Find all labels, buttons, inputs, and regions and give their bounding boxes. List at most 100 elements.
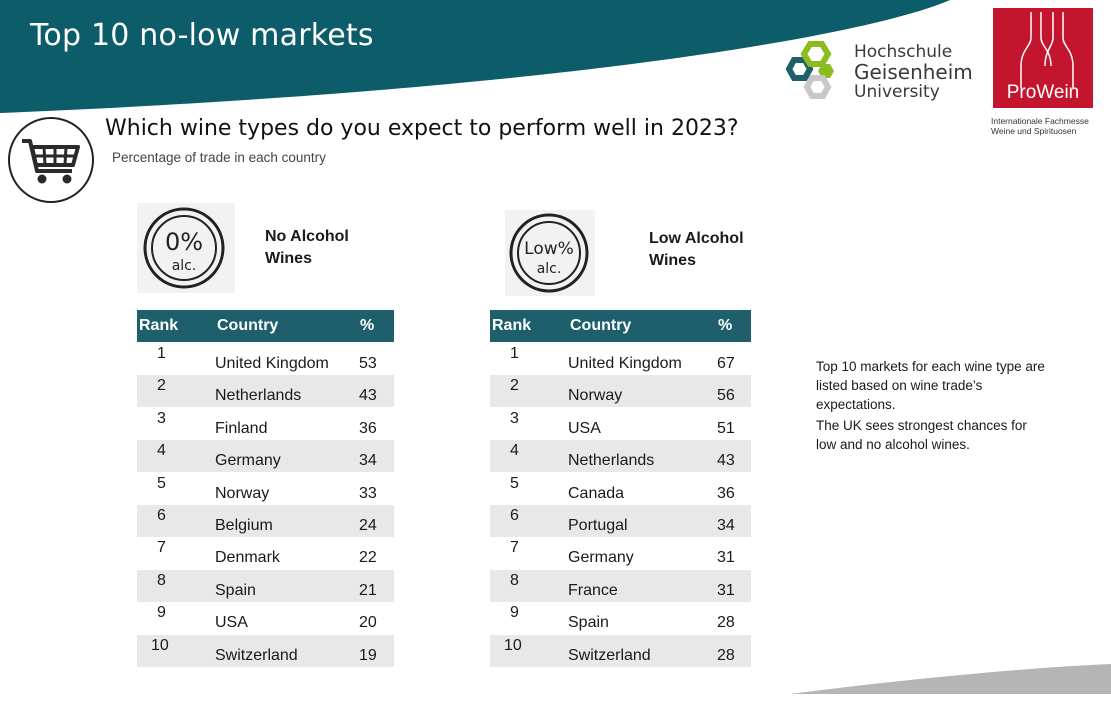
- header-country: Country: [217, 317, 279, 334]
- header-country: Country: [570, 317, 632, 334]
- no-alcohol-title: No Alcohol Wines: [265, 226, 349, 270]
- zero-percent-alc-icon: 0% alc.: [137, 203, 235, 293]
- rank-cell: 8: [510, 571, 519, 589]
- rank-cell: 5: [157, 474, 166, 492]
- table-row: 6 Belgium 24: [137, 505, 394, 537]
- prowein-logo: ProWein: [993, 8, 1093, 108]
- hochschule-geisenheim-logo: Hochschule Geisenheim University: [772, 38, 987, 110]
- country-cell: Germany: [215, 452, 281, 470]
- table-row: 1 United Kingdom 53: [137, 343, 394, 375]
- percent-cell: 36: [359, 419, 377, 437]
- survey-question: Which wine types do you expect to perfor…: [105, 116, 739, 141]
- note-paragraph-2: The UK sees strongest chances for low an…: [816, 418, 1027, 452]
- low-alcohol-title-1: Low Alcohol: [649, 230, 744, 247]
- percent-cell: 33: [359, 484, 377, 502]
- country-cell: Switzerland: [568, 646, 651, 664]
- rank-cell: 3: [510, 409, 519, 427]
- country-cell: United Kingdom: [568, 355, 682, 372]
- country-cell: Switzerland: [215, 646, 298, 664]
- table-row: 8 France 31: [490, 569, 751, 602]
- country-cell: Portugal: [568, 517, 628, 534]
- percent-cell: 20: [359, 614, 377, 632]
- percent-cell: 21: [359, 581, 377, 599]
- hgu-line-3: University: [854, 82, 940, 102]
- percent-cell: 34: [359, 452, 377, 470]
- no-alcohol-title-1: No Alcohol: [265, 228, 349, 245]
- country-cell: USA: [215, 614, 248, 632]
- header-rank: Rank: [139, 317, 179, 334]
- country-cell: Norway: [568, 387, 623, 405]
- rank-cell: 5: [510, 474, 519, 492]
- header-pct: %: [360, 317, 375, 334]
- table-row: 9 Spain 28: [490, 602, 751, 634]
- percent-cell: 36: [717, 484, 735, 502]
- rank-cell: 1: [510, 345, 519, 362]
- country-cell: Spain: [568, 614, 609, 632]
- percent-cell: 24: [359, 517, 377, 534]
- percent-cell: 19: [359, 646, 377, 664]
- rank-cell: 3: [157, 409, 166, 427]
- rank-cell: 8: [157, 571, 166, 589]
- table-row: 5 Canada 36: [490, 473, 751, 505]
- table-row: 1 United Kingdom 67: [490, 343, 751, 375]
- percent-cell: 22: [359, 549, 377, 567]
- country-cell: Norway: [215, 484, 270, 502]
- prowein-tagline-1: Internationale Fachmesse: [991, 116, 1089, 126]
- hgu-line-2: Geisenheim: [854, 60, 973, 84]
- country-cell: France: [568, 581, 618, 599]
- table-row: 4 Germany 34: [137, 440, 394, 473]
- explanation-note: Top 10 markets for each wine type are li…: [816, 357, 1046, 456]
- shopping-cart-icon: [8, 117, 94, 203]
- percent-cell: 67: [717, 355, 735, 372]
- country-cell: Spain: [215, 581, 256, 599]
- country-cell: Netherlands: [215, 387, 302, 405]
- table-row: 10 Switzerland 28: [490, 634, 751, 667]
- percent-cell: 53: [359, 355, 377, 372]
- badge-zero-text: 0%: [165, 228, 203, 256]
- rank-cell: 7: [157, 539, 166, 557]
- rank-cell: 6: [510, 507, 519, 524]
- low-percent-alc-icon: Low% alc.: [505, 210, 595, 296]
- rank-cell: 9: [510, 604, 519, 622]
- wine-bottles-icon: [1020, 12, 1074, 88]
- percent-cell: 51: [717, 419, 735, 437]
- table-row: 3 USA 51: [490, 408, 751, 440]
- rank-cell: 4: [510, 442, 519, 460]
- country-cell: Germany: [568, 549, 634, 567]
- prowein-tagline: Internationale Fachmesse Weine und Spiri…: [991, 116, 1101, 136]
- percent-cell: 43: [359, 387, 377, 405]
- note-paragraph-1: Top 10 markets for each wine type are li…: [816, 359, 1045, 412]
- percent-cell: 28: [717, 614, 735, 632]
- rank-cell: 10: [151, 636, 169, 654]
- table-row: 7 Germany 31: [490, 537, 751, 569]
- prowein-name: ProWein: [1006, 82, 1080, 103]
- hgu-line-1: Hochschule: [854, 42, 953, 62]
- badge-low-alc: alc.: [537, 261, 562, 277]
- rank-cell: 10: [504, 636, 522, 654]
- page-title: Top 10 no-low markets: [30, 18, 374, 53]
- hexagon-logo-icon: [785, 41, 834, 99]
- badge-low-text: Low%: [524, 239, 574, 259]
- rank-cell: 4: [157, 442, 166, 460]
- no-alcohol-table-header: Rank Country %: [137, 310, 394, 342]
- percent-cell: 31: [717, 549, 735, 567]
- rank-cell: 7: [510, 539, 519, 557]
- low-alcohol-title-2: Wines: [649, 252, 696, 269]
- header-pct: %: [718, 317, 733, 334]
- country-cell: Finland: [215, 419, 268, 437]
- rank-cell: 1: [157, 345, 166, 362]
- rank-cell: 2: [157, 377, 166, 395]
- country-cell: Belgium: [215, 517, 273, 534]
- percent-cell: 31: [717, 581, 735, 599]
- rank-cell: 9: [157, 604, 166, 622]
- table-row: 2 Netherlands 43: [137, 375, 394, 408]
- country-cell: USA: [568, 419, 601, 437]
- percent-cell: 34: [717, 517, 735, 534]
- low-alcohol-table-header: Rank Country %: [490, 310, 751, 342]
- table-row: 9 USA 20: [137, 602, 394, 634]
- table-row: 6 Portugal 34: [490, 505, 751, 537]
- country-cell: United Kingdom: [215, 355, 329, 372]
- percent-cell: 43: [717, 452, 735, 470]
- table-row: 7 Denmark 22: [137, 537, 394, 569]
- table-row: 4 Netherlands 43: [490, 440, 751, 473]
